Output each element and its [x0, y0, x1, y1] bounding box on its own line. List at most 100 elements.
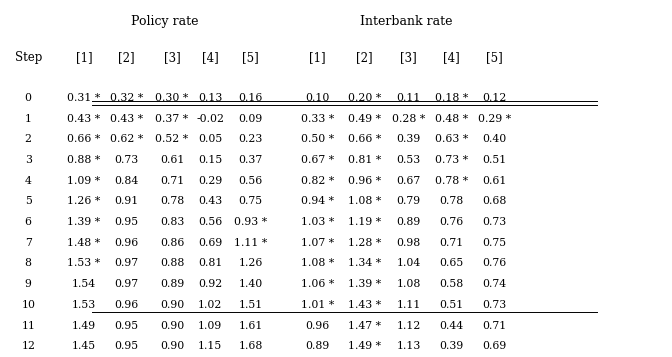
Text: 0.29 *: 0.29 * — [478, 114, 511, 124]
Text: 1.01 *: 1.01 * — [300, 300, 334, 310]
Text: 0.88 *: 0.88 * — [67, 155, 101, 165]
Text: 0.96: 0.96 — [305, 321, 329, 331]
Text: -0.02: -0.02 — [196, 114, 224, 124]
Text: 4: 4 — [25, 176, 32, 186]
Text: 0.96: 0.96 — [114, 300, 138, 310]
Text: 5: 5 — [25, 196, 32, 206]
Text: 0.16: 0.16 — [239, 93, 263, 103]
Text: [5]: [5] — [243, 51, 259, 64]
Text: 10: 10 — [22, 300, 35, 310]
Text: 0.93 *: 0.93 * — [234, 217, 267, 227]
Text: 0.73: 0.73 — [114, 155, 138, 165]
Text: 1.53 *: 1.53 * — [67, 258, 101, 268]
Text: 0.43 *: 0.43 * — [110, 114, 143, 124]
Text: 0: 0 — [25, 93, 32, 103]
Text: 0.95: 0.95 — [114, 217, 138, 227]
Text: 0.78: 0.78 — [160, 196, 184, 206]
Text: 1.12: 1.12 — [396, 321, 421, 331]
Text: 0.56: 0.56 — [239, 176, 263, 186]
Text: [2]: [2] — [118, 51, 134, 64]
Text: [2]: [2] — [356, 51, 372, 64]
Text: 1.13: 1.13 — [396, 341, 421, 351]
Text: 0.89: 0.89 — [396, 217, 421, 227]
Text: 0.31 *: 0.31 * — [67, 93, 101, 103]
Text: 1.43 *: 1.43 * — [347, 300, 381, 310]
Text: 0.37 *: 0.37 * — [155, 114, 189, 124]
Text: 1.61: 1.61 — [239, 321, 263, 331]
Text: 0.50 *: 0.50 * — [300, 134, 334, 144]
Text: 0.73: 0.73 — [482, 217, 507, 227]
Text: 1.11 *: 1.11 * — [234, 238, 267, 248]
Text: [5]: [5] — [487, 51, 503, 64]
Text: 1.06 *: 1.06 * — [300, 279, 334, 289]
Text: [1]: [1] — [76, 51, 92, 64]
Text: 0.28 *: 0.28 * — [392, 114, 425, 124]
Text: 0.43 *: 0.43 * — [67, 114, 101, 124]
Text: 1.54: 1.54 — [72, 279, 96, 289]
Text: 0.15: 0.15 — [198, 155, 222, 165]
Text: 0.83: 0.83 — [160, 217, 184, 227]
Text: 0.90: 0.90 — [160, 300, 184, 310]
Text: 0.32 *: 0.32 * — [110, 93, 143, 103]
Text: 0.74: 0.74 — [482, 279, 507, 289]
Text: 0.52 *: 0.52 * — [155, 134, 189, 144]
Text: 0.63 *: 0.63 * — [435, 134, 468, 144]
Text: 1.68: 1.68 — [239, 341, 263, 351]
Text: 0.97: 0.97 — [114, 279, 138, 289]
Text: 1.11: 1.11 — [396, 300, 421, 310]
Text: 0.61: 0.61 — [482, 176, 507, 186]
Text: 1.48 *: 1.48 * — [67, 238, 101, 248]
Text: 0.82 *: 0.82 * — [300, 176, 334, 186]
Text: 0.69: 0.69 — [482, 341, 507, 351]
Text: 0.33 *: 0.33 * — [300, 114, 334, 124]
Text: 0.11: 0.11 — [396, 93, 421, 103]
Text: 1.09 *: 1.09 * — [67, 176, 101, 186]
Text: 12: 12 — [22, 341, 35, 351]
Text: 1.49 *: 1.49 * — [347, 341, 381, 351]
Text: 0.13: 0.13 — [198, 93, 222, 103]
Text: 0.88: 0.88 — [160, 258, 184, 268]
Text: 0.66 *: 0.66 * — [67, 134, 101, 144]
Text: 0.29: 0.29 — [198, 176, 222, 186]
Text: Step: Step — [15, 51, 42, 64]
Text: 1.26 *: 1.26 * — [67, 196, 101, 206]
Text: 0.51: 0.51 — [439, 300, 464, 310]
Text: 1.39 *: 1.39 * — [347, 279, 381, 289]
Text: 0.73: 0.73 — [482, 300, 507, 310]
Text: 0.61: 0.61 — [160, 155, 184, 165]
Text: 0.89: 0.89 — [160, 279, 184, 289]
Text: 0.48 *: 0.48 * — [435, 114, 468, 124]
Text: 0.96 *: 0.96 * — [347, 176, 381, 186]
Text: 0.05: 0.05 — [198, 134, 222, 144]
Text: 0.51: 0.51 — [482, 155, 507, 165]
Text: 0.69: 0.69 — [198, 238, 222, 248]
Text: 8: 8 — [25, 258, 32, 268]
Text: [1]: [1] — [309, 51, 325, 64]
Text: 0.30 *: 0.30 * — [155, 93, 189, 103]
Text: 0.78 *: 0.78 * — [435, 176, 468, 186]
Text: 0.71: 0.71 — [482, 321, 507, 331]
Text: 0.71: 0.71 — [439, 238, 464, 248]
Text: [3]: [3] — [401, 51, 417, 64]
Text: 0.71: 0.71 — [160, 176, 184, 186]
Text: 0.96: 0.96 — [114, 238, 138, 248]
Text: 0.58: 0.58 — [439, 279, 464, 289]
Text: 0.76: 0.76 — [439, 217, 464, 227]
Text: 0.23: 0.23 — [239, 134, 263, 144]
Text: [4]: [4] — [444, 51, 460, 64]
Text: 0.39: 0.39 — [439, 341, 464, 351]
Text: 11: 11 — [22, 321, 35, 331]
Text: 1.07 *: 1.07 * — [300, 238, 334, 248]
Text: 0.98: 0.98 — [396, 238, 421, 248]
Text: 0.09: 0.09 — [239, 114, 263, 124]
Text: 1.15: 1.15 — [198, 341, 222, 351]
Text: 0.97: 0.97 — [114, 258, 138, 268]
Text: 0.49 *: 0.49 * — [347, 114, 381, 124]
Text: 0.39: 0.39 — [396, 134, 421, 144]
Text: 0.90: 0.90 — [160, 341, 184, 351]
Text: 0.40: 0.40 — [482, 134, 507, 144]
Text: 0.79: 0.79 — [396, 196, 421, 206]
Text: 0.84: 0.84 — [114, 176, 138, 186]
Text: 1.28 *: 1.28 * — [347, 238, 381, 248]
Text: 0.75: 0.75 — [239, 196, 263, 206]
